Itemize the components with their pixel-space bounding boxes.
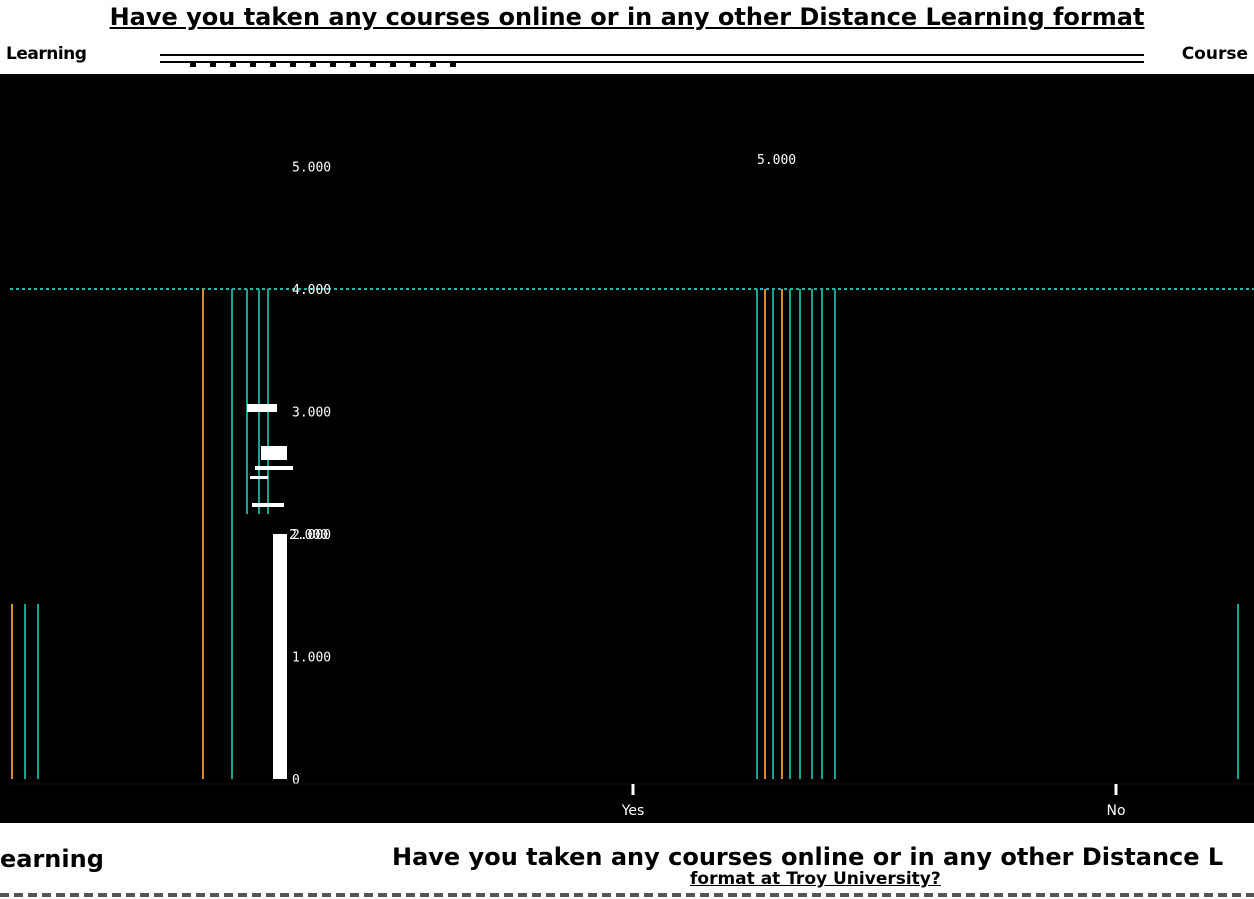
header-strip: Learning Course: [0, 34, 1254, 74]
y-tick-label: 2.000: [292, 528, 331, 543]
legend-mark: [250, 476, 268, 479]
bar: [273, 534, 287, 779]
y-tick-label: 4.000: [292, 283, 331, 298]
top-title: Have you taken any courses online or in …: [0, 0, 1254, 34]
legend-mark: [255, 466, 293, 470]
x-tick-label: No: [1106, 803, 1125, 819]
x-tick-label: Yes: [621, 803, 645, 819]
ghost-label: 5.000: [757, 153, 796, 168]
y-tick-label: 0: [292, 773, 300, 788]
legend-mark: [247, 404, 277, 412]
header-rule: [160, 54, 1144, 56]
bottom-chart-subtitle: format at Troy University?: [690, 869, 941, 889]
header-rule-lower: [160, 61, 1144, 63]
bottom-noise-strip: [0, 893, 1254, 897]
header-left-label: Learning: [6, 44, 87, 64]
bottom-chart-title: Have you taken any courses online or in …: [392, 843, 1224, 871]
header-right-label: Course: [1181, 44, 1248, 64]
legend-mark: [261, 446, 287, 460]
header-tick-row: [190, 63, 460, 67]
y-tick-label: 1.000: [292, 651, 331, 666]
y-tick-label: 3.000: [292, 406, 331, 421]
bar-data-label: 2.000: [289, 528, 328, 543]
bottom-panel: earning Have you taken any courses onlin…: [0, 823, 1254, 899]
legend-mark: [252, 503, 284, 507]
bottom-left-label: earning: [0, 845, 104, 873]
y-tick-label: 5.000: [292, 161, 331, 176]
